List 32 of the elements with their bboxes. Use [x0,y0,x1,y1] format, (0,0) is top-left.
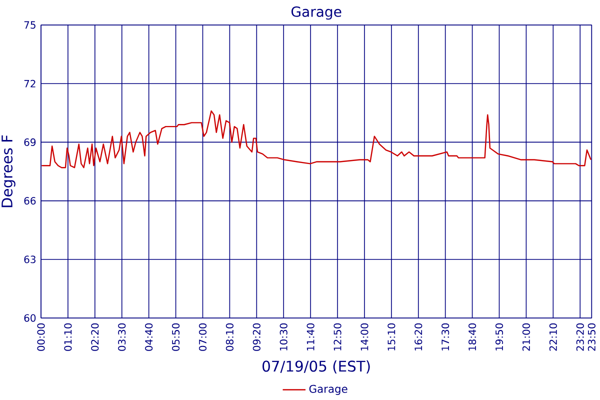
y-axis-title: Degrees F [2,135,16,208]
legend-label: Garage [309,384,348,395]
chart-title: Garage [292,6,342,20]
x-tick-label: 15:10 [388,323,396,350]
x-tick-label: 19:50 [495,323,504,350]
y-tick-label: 69 [24,138,36,146]
x-tick-label: 18:40 [468,323,476,350]
x-tick-label: 07:00 [198,323,207,351]
x-tick-label: 11:40 [306,323,314,350]
x-tick-label: 08:10 [226,323,234,351]
x-tick-label: 09:20 [252,323,260,351]
y-tick-label: 75 [24,21,36,29]
x-tick-label: 10:30 [280,323,288,350]
x-tick-label: 16:20 [414,323,422,350]
x-tick-label: 02:20 [91,323,99,351]
y-tick-label: 60 [24,314,36,322]
y-tick-label: 63 [24,256,36,264]
y-tick-label: 66 [24,197,36,205]
x-tick-label: 04:40 [145,323,153,351]
x-tick-label: 01:10 [64,323,72,351]
x-tick-label: 17:30 [442,323,450,350]
x-tick-label: 03:30 [118,323,126,351]
x-axis-title: 07/19/05 (EST) [262,360,370,374]
x-tick-label: 22:10 [549,323,557,351]
x-tick-label: 23:20 [576,323,584,351]
x-tick-label: 05:50 [172,323,180,351]
x-tick-label: 00:00 [37,323,45,351]
x-tick-label: 14:00 [360,323,368,350]
x-tick-label: 12:50 [334,323,342,350]
x-tick-label: 23:50 [588,323,596,351]
y-tick-label: 72 [24,80,36,88]
x-tick-label: 21:00 [522,323,530,351]
